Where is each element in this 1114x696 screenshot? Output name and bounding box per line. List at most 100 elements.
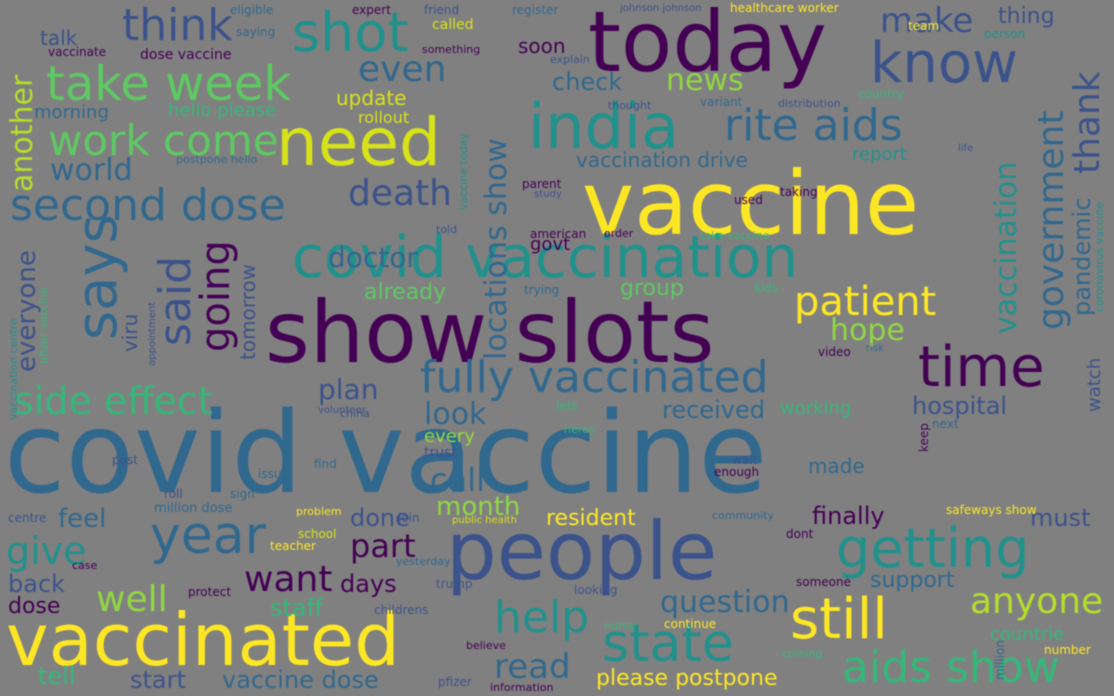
word-give: give bbox=[6, 529, 87, 573]
word-help: help bbox=[494, 592, 590, 643]
word-told: told bbox=[436, 223, 458, 236]
word-question: question bbox=[660, 585, 790, 620]
word-tomorrow: tomorrow bbox=[236, 263, 260, 360]
word-talk: talk bbox=[40, 26, 78, 50]
word-year: year bbox=[150, 506, 267, 566]
word-number: number bbox=[1044, 643, 1091, 657]
word-order: order bbox=[604, 227, 634, 240]
word-parent: parent bbox=[522, 177, 562, 191]
word-fully-vaccinated: fully vaccinated bbox=[420, 352, 769, 403]
word-community: community bbox=[712, 509, 775, 522]
word-used: used bbox=[734, 193, 763, 207]
word-govt: govt bbox=[530, 234, 571, 255]
word-keep: keep bbox=[917, 423, 931, 452]
word-need: need bbox=[276, 104, 441, 181]
word-risk: risk bbox=[866, 343, 884, 354]
word-hello-please: hello please bbox=[168, 100, 277, 121]
word-yesterday: yesterday bbox=[396, 555, 451, 568]
word-days: days bbox=[340, 570, 397, 598]
word-distribution: distribution bbox=[778, 97, 841, 110]
word-anyone: anyone bbox=[970, 581, 1104, 622]
word-must: must bbox=[1030, 504, 1091, 532]
word-wait: wait bbox=[732, 453, 758, 467]
word-post: post bbox=[112, 453, 138, 467]
word-coming: coming bbox=[782, 647, 823, 660]
word-expert: expert bbox=[352, 3, 391, 17]
word-know: know bbox=[870, 31, 1018, 96]
word-trust: trust bbox=[424, 445, 457, 461]
word-well: well bbox=[96, 579, 168, 620]
word-received: received bbox=[662, 396, 765, 424]
word-healthcare-worker: healthcare worker bbox=[730, 1, 839, 15]
word-start: start bbox=[130, 666, 186, 694]
word-getting: getting bbox=[836, 517, 1030, 580]
word-video: video bbox=[818, 345, 851, 359]
word-update: update bbox=[336, 86, 407, 110]
word-tell: tell bbox=[38, 662, 76, 690]
word-heres: heres bbox=[564, 423, 595, 436]
word-school: school bbox=[298, 527, 337, 541]
word-issue: issue bbox=[258, 467, 289, 481]
word-vaccination-centre: vaccination centre bbox=[7, 318, 20, 420]
word-today: today bbox=[588, 0, 827, 91]
word-morning: morning bbox=[34, 102, 109, 123]
word-government: government bbox=[1031, 110, 1072, 330]
word-aids-show: aids show bbox=[842, 642, 1060, 693]
word-nurse: nurse bbox=[604, 619, 635, 632]
word-call: call bbox=[430, 461, 485, 499]
word-working: working bbox=[780, 398, 852, 419]
word-group: group bbox=[620, 276, 684, 301]
word-month: month bbox=[436, 492, 521, 522]
word-feel: feel bbox=[58, 504, 107, 534]
word-even: even bbox=[358, 49, 447, 90]
word-childrens: childrens bbox=[374, 603, 429, 617]
word-johnson-johnson: johnson johnson bbox=[620, 3, 702, 14]
word-friend: friend bbox=[424, 3, 460, 17]
word-part: part bbox=[350, 527, 416, 565]
word-million-dose: million dose bbox=[154, 501, 233, 516]
word-life: life bbox=[958, 143, 974, 154]
word-sign: sign bbox=[230, 487, 255, 501]
word-called: called bbox=[432, 17, 474, 33]
word-staff: staff bbox=[270, 594, 324, 622]
word-viru: viru bbox=[118, 313, 142, 352]
word-eligible: eligible bbox=[230, 3, 274, 17]
word-soon: soon bbox=[518, 34, 566, 58]
word-thank: thank bbox=[1067, 71, 1108, 174]
word-find: find bbox=[314, 457, 337, 471]
word-take-vaccine: take vaccine bbox=[700, 229, 770, 242]
word-watch: watch bbox=[1084, 357, 1105, 412]
word-protect: protect bbox=[188, 585, 232, 599]
word-side-effect: side effect bbox=[14, 379, 213, 423]
word-think: think bbox=[122, 0, 233, 51]
word-news: news bbox=[666, 63, 744, 98]
word-done: done bbox=[350, 504, 410, 532]
word-teacher: teacher bbox=[270, 539, 316, 553]
word-vaccine-today: vaccine today bbox=[457, 133, 470, 210]
word-rollout: rollout bbox=[358, 108, 410, 127]
word-dont: dont bbox=[786, 527, 814, 541]
word-people: people bbox=[446, 505, 718, 598]
word-roll: roll bbox=[164, 487, 183, 501]
word-work-come: work come bbox=[48, 116, 279, 165]
word-million: million bbox=[993, 640, 1007, 680]
word-report: report bbox=[852, 144, 907, 165]
word-show-slots: show slots bbox=[265, 283, 715, 383]
word-second-dose: second dose bbox=[10, 180, 286, 231]
word-join: join bbox=[398, 511, 420, 525]
word-safeways-show: safeways show bbox=[946, 503, 1037, 517]
word-hope: hope bbox=[830, 313, 905, 348]
word-something: something bbox=[422, 43, 481, 56]
word-still: still bbox=[790, 587, 888, 652]
word-public-health: public health bbox=[452, 515, 517, 526]
word-problem: problem bbox=[296, 505, 342, 518]
word-someone: someone bbox=[796, 575, 851, 589]
word-back: back bbox=[8, 570, 66, 598]
word-pfizer: pfizer bbox=[438, 675, 472, 689]
word-locations-show: locations show bbox=[479, 138, 514, 360]
word-next: next bbox=[932, 417, 959, 431]
word-looking: looking bbox=[574, 583, 618, 597]
word-vaccine-dose: vaccine dose bbox=[222, 666, 379, 694]
word-resident: resident bbox=[546, 506, 636, 531]
